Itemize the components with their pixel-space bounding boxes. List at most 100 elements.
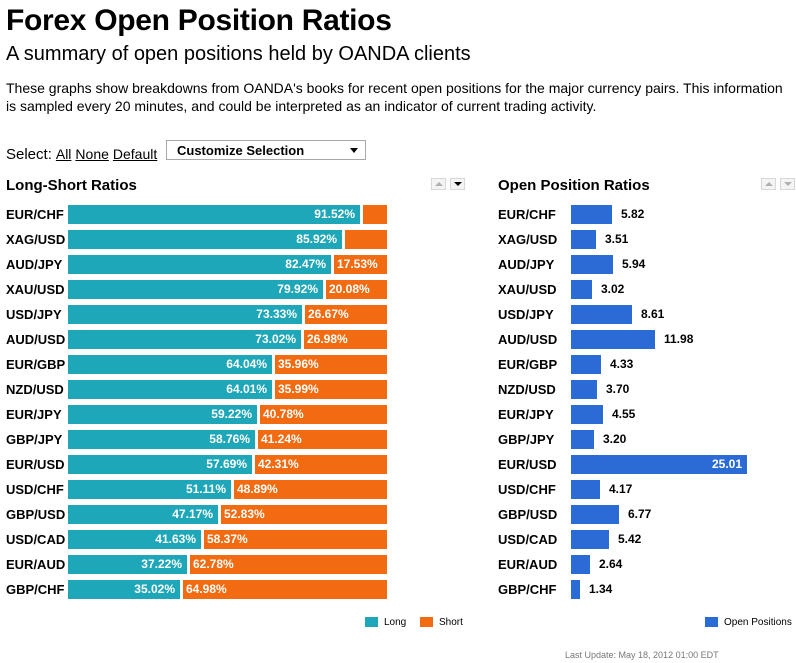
open-position-value: 6.77 bbox=[628, 507, 652, 521]
long-bar bbox=[68, 555, 187, 574]
category-label: USD/CHF bbox=[498, 482, 556, 497]
short-pct-label: 40.78% bbox=[263, 407, 304, 421]
category-label: XAG/USD bbox=[6, 232, 66, 247]
long-pct-label: 57.69% bbox=[206, 457, 247, 471]
category-label: EUR/JPY bbox=[498, 407, 554, 422]
select-none-link[interactable]: None bbox=[75, 146, 109, 162]
short-pct-label: 64.98% bbox=[186, 582, 227, 596]
open-position-value: 3.51 bbox=[605, 232, 629, 246]
legend-swatch-long bbox=[365, 617, 378, 627]
long-bar bbox=[68, 455, 252, 474]
category-label: EUR/USD bbox=[498, 457, 557, 472]
short-bar bbox=[221, 505, 387, 524]
short-bar bbox=[190, 555, 387, 574]
short-bar bbox=[234, 480, 387, 499]
category-label: XAU/USD bbox=[498, 282, 557, 297]
select-default-link[interactable]: Default bbox=[112, 146, 158, 162]
short-bar bbox=[275, 380, 387, 399]
category-label: GBP/CHF bbox=[6, 582, 65, 597]
open-position-value: 1.34 bbox=[589, 582, 613, 596]
category-label: EUR/AUD bbox=[498, 557, 558, 572]
short-bar bbox=[305, 305, 387, 324]
open-position-bar bbox=[571, 405, 603, 424]
short-bar bbox=[183, 580, 387, 599]
short-bar bbox=[334, 255, 387, 274]
long-short-title: Long-Short Ratios bbox=[6, 177, 137, 194]
long-pct-label: 37.22% bbox=[141, 557, 182, 571]
open-position-value: 4.55 bbox=[612, 407, 636, 421]
long-pct-label: 91.52% bbox=[314, 207, 355, 221]
category-label: USD/CAD bbox=[498, 532, 558, 547]
category-label: USD/CHF bbox=[6, 482, 64, 497]
short-pct-label: 17.53% bbox=[337, 257, 378, 271]
category-label: AUD/USD bbox=[6, 332, 66, 347]
category-label: EUR/USD bbox=[6, 457, 65, 472]
open-position-bar bbox=[571, 305, 632, 324]
open-position-value: 11.98 bbox=[664, 332, 694, 346]
category-label: XAG/USD bbox=[498, 232, 558, 247]
page-subtitle: A summary of open positions held by OAND… bbox=[6, 43, 471, 65]
short-pct-label: 48.89% bbox=[237, 482, 278, 496]
open-position-title: Open Position Ratios bbox=[498, 177, 650, 194]
sort-asc-button-open-positions[interactable] bbox=[761, 178, 776, 190]
sort-desc-button-long-short[interactable] bbox=[450, 178, 465, 190]
category-label: GBP/JPY bbox=[6, 432, 63, 447]
long-pct-label: 64.04% bbox=[226, 357, 267, 371]
category-label: NZD/USD bbox=[498, 382, 556, 397]
long-bar bbox=[68, 305, 302, 324]
chevron-down-icon bbox=[350, 148, 358, 153]
open-position-bar bbox=[571, 230, 596, 249]
long-bar bbox=[68, 430, 255, 449]
open-position-value: 2.64 bbox=[599, 557, 623, 571]
open-position-bar bbox=[571, 380, 597, 399]
short-bar bbox=[258, 430, 387, 449]
long-bar bbox=[68, 255, 331, 274]
page-description: These graphs show breakdowns from OANDA'… bbox=[6, 80, 783, 114]
long-pct-label: 64.01% bbox=[226, 382, 267, 396]
open-position-value: 4.17 bbox=[609, 482, 633, 496]
legend-label-long: Long bbox=[384, 617, 407, 628]
long-bar bbox=[68, 580, 180, 599]
open-position-value: 25.01 bbox=[711, 457, 742, 471]
category-label: GBP/JPY bbox=[498, 432, 555, 447]
open-position-bar bbox=[571, 330, 655, 349]
long-bar bbox=[68, 330, 301, 349]
legend-label-open-positions: Open Positions bbox=[724, 617, 792, 628]
open-position-bar bbox=[571, 580, 580, 599]
long-pct-label: 51.11% bbox=[185, 482, 226, 496]
long-bar bbox=[68, 405, 257, 424]
long-pct-label: 73.02% bbox=[255, 332, 296, 346]
long-pct-label: 73.33% bbox=[256, 307, 297, 321]
open-position-bar bbox=[571, 255, 613, 274]
long-pct-label: 58.76% bbox=[209, 432, 250, 446]
short-pct-label: 26.67% bbox=[308, 307, 349, 321]
category-label: GBP/USD bbox=[498, 507, 558, 522]
long-bar bbox=[68, 480, 231, 499]
category-label: USD/JPY bbox=[6, 307, 62, 322]
short-pct-label: 58.37% bbox=[207, 532, 248, 546]
sort-asc-button-long-short[interactable] bbox=[431, 178, 446, 190]
short-pct-label: 20.08% bbox=[329, 282, 370, 296]
open-position-bar bbox=[571, 355, 601, 374]
category-label: EUR/GBP bbox=[6, 357, 66, 372]
open-position-bar bbox=[571, 530, 609, 549]
last-update-text: Last Update: May 18, 2012 01:00 EDT bbox=[565, 650, 719, 660]
open-position-value: 5.82 bbox=[621, 207, 645, 221]
short-pct-label: 52.83% bbox=[224, 507, 265, 521]
short-bar bbox=[363, 205, 387, 224]
short-pct-label: 35.99% bbox=[278, 382, 319, 396]
short-bar bbox=[255, 455, 387, 474]
short-bar bbox=[304, 330, 387, 349]
long-bar bbox=[68, 280, 323, 299]
customize-selection-dropdown[interactable]: Customize Selection bbox=[166, 140, 366, 160]
open-position-value: 5.42 bbox=[618, 532, 642, 546]
open-position-value: 8.61 bbox=[641, 307, 665, 321]
short-bar bbox=[326, 280, 387, 299]
select-all-link[interactable]: All bbox=[55, 146, 72, 162]
short-pct-label: 42.31% bbox=[258, 457, 299, 471]
arrow-down-icon bbox=[784, 182, 792, 186]
sort-desc-button-open-positions[interactable] bbox=[780, 178, 795, 190]
short-bar bbox=[345, 230, 387, 249]
short-pct-label: 26.98% bbox=[307, 332, 348, 346]
legend-label-short: Short bbox=[439, 617, 463, 628]
